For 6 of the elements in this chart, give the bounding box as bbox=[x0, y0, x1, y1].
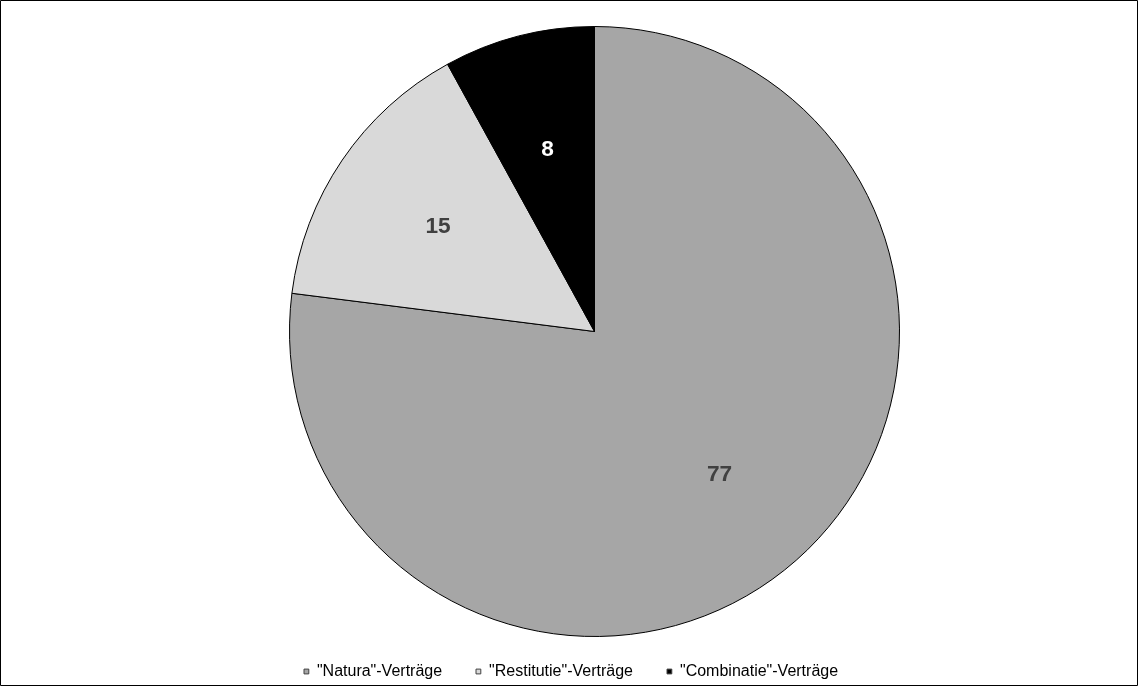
legend-label: "Natura"-Verträge bbox=[316, 662, 443, 680]
data-label: 8 bbox=[541, 134, 554, 161]
data-label: 77 bbox=[706, 459, 733, 486]
data-label: 15 bbox=[425, 211, 451, 238]
legend-label: "Combinatie"-Verträge bbox=[679, 662, 839, 680]
legend-label: "Restitutie"-Verträge bbox=[489, 662, 633, 680]
